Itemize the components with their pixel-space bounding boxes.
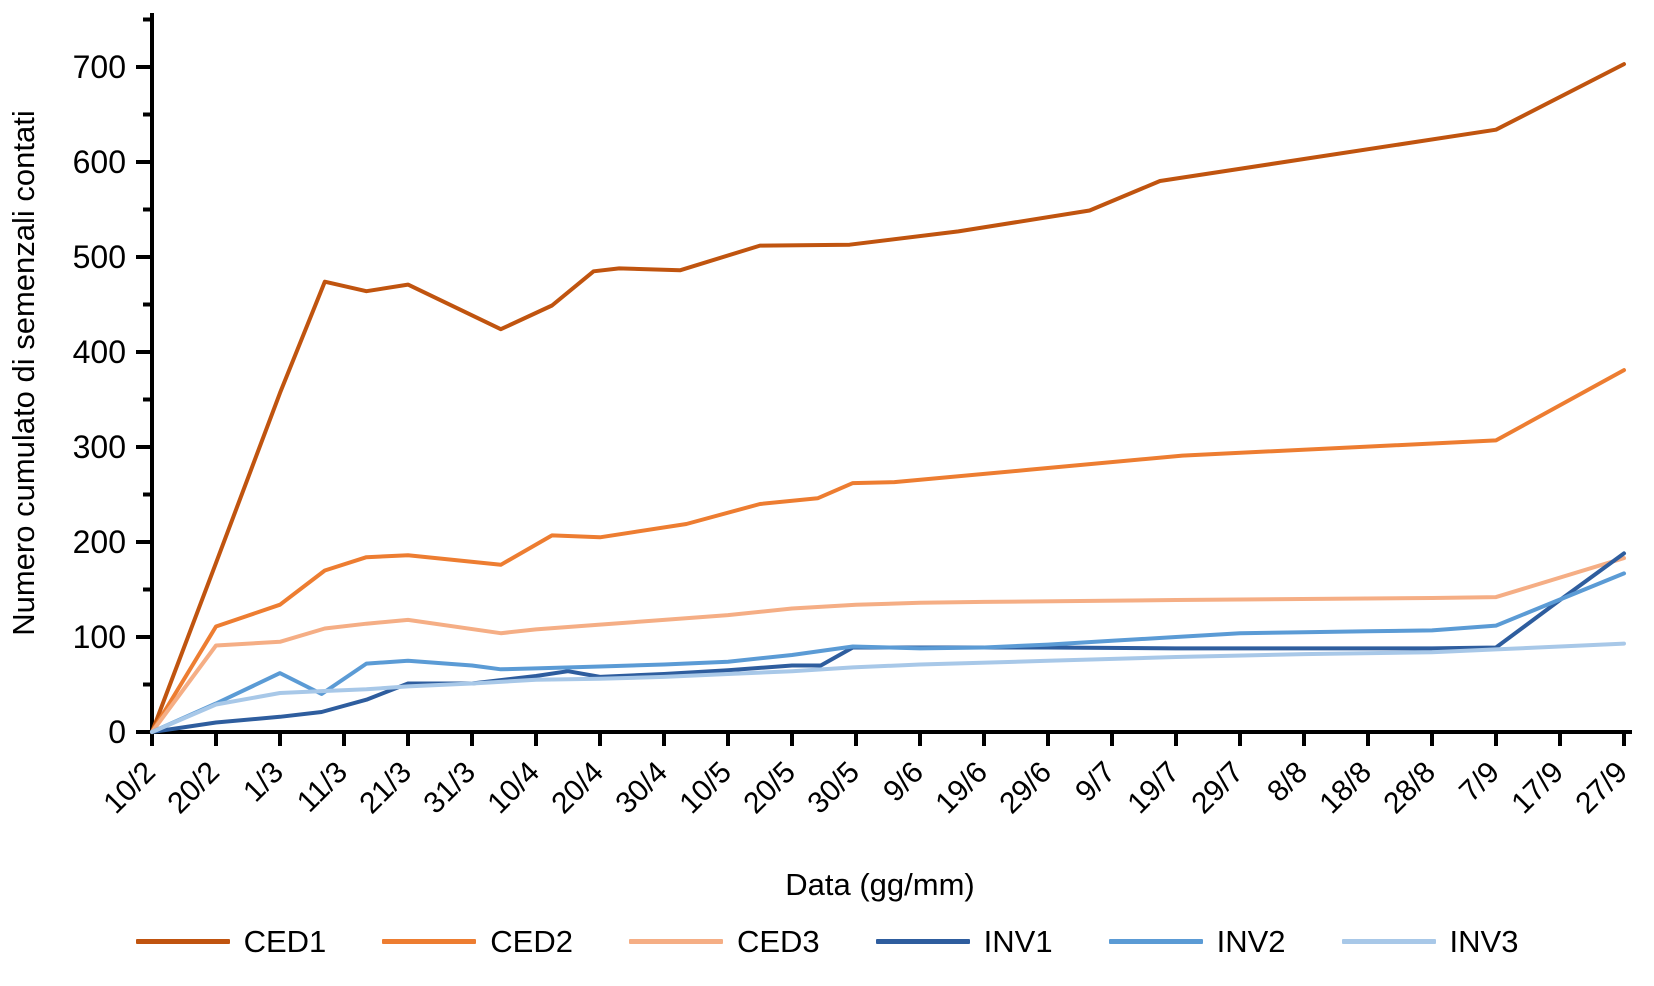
y-tick-label: 100 bbox=[73, 619, 126, 655]
legend-swatch-CED3 bbox=[628, 939, 723, 944]
series-line-CED3 bbox=[150, 556, 1626, 734]
x-tick-label: 20/2 bbox=[161, 756, 226, 821]
y-tick-label: 600 bbox=[73, 144, 126, 180]
legend-item-INV2: INV2 bbox=[1108, 924, 1286, 959]
legend-swatch-INV1 bbox=[875, 939, 970, 944]
legend-swatch-INV3 bbox=[1341, 939, 1436, 944]
x-tick-label: 21/3 bbox=[353, 756, 418, 821]
y-tick-label: 500 bbox=[73, 239, 126, 275]
legend-label-INV1: INV1 bbox=[983, 924, 1053, 959]
x-tick-label: 30/5 bbox=[801, 756, 866, 821]
legend-item-INV3: INV3 bbox=[1341, 924, 1519, 959]
y-tick-label: 200 bbox=[73, 524, 126, 560]
y-axis-title: Numero cumulato di semenzali contati bbox=[6, 110, 41, 636]
x-tick-label: 31/3 bbox=[417, 756, 482, 821]
legend-swatch-CED1 bbox=[135, 939, 230, 944]
series-line-CED2 bbox=[150, 368, 1626, 734]
legend-item-CED2: CED2 bbox=[382, 926, 573, 957]
x-tick-label: 11/3 bbox=[291, 756, 354, 819]
x-tick-label: 29/6 bbox=[993, 756, 1058, 821]
series-line-CED1 bbox=[150, 62, 1626, 734]
legend-label-INV2: INV2 bbox=[1216, 924, 1286, 959]
legend-label-INV3: INV3 bbox=[1449, 924, 1519, 959]
x-tick-label: 27/9 bbox=[1569, 756, 1634, 821]
x-tick-label: 9/6 bbox=[877, 756, 930, 809]
y-tick-label: 300 bbox=[73, 429, 126, 465]
x-axis-title: Data (gg/mm) bbox=[785, 867, 974, 902]
x-tick-label: 8/8 bbox=[1261, 756, 1314, 809]
x-tick-label: 7/9 bbox=[1453, 756, 1506, 809]
legend-swatch-INV2 bbox=[1108, 939, 1203, 944]
x-tick-label: 30/4 bbox=[609, 756, 674, 821]
chart-legend: CED1 CED2 CED3 INV1 INV2 INV3 bbox=[0, 926, 1654, 957]
x-tick-label: 20/5 bbox=[737, 756, 802, 821]
x-tick-label: 28/8 bbox=[1377, 756, 1442, 821]
x-tick-label: 18/8 bbox=[1313, 756, 1378, 821]
x-tick-label: 29/7 bbox=[1185, 756, 1250, 821]
x-tick-label: 19/6 bbox=[929, 756, 994, 821]
x-tick-label: 10/5 bbox=[673, 756, 738, 821]
series-line-INV1 bbox=[150, 551, 1626, 734]
legend-label-CED2: CED2 bbox=[490, 924, 573, 959]
x-tick-label: 10/2 bbox=[97, 756, 162, 821]
x-tick-label: 1/3 bbox=[237, 756, 290, 809]
x-tick-label: 20/4 bbox=[545, 756, 610, 821]
legend-item-CED1: CED1 bbox=[135, 924, 327, 959]
x-tick-label: 10/4 bbox=[481, 756, 546, 821]
legend-item-CED3: CED3 bbox=[628, 924, 820, 959]
y-tick-label: 700 bbox=[73, 49, 126, 85]
legend-label-CED1: CED1 bbox=[243, 924, 327, 959]
legend-label-CED3: CED3 bbox=[736, 924, 820, 959]
legend-item-INV1: INV1 bbox=[875, 924, 1053, 959]
series-line-INV2 bbox=[150, 571, 1626, 734]
series-line-INV3 bbox=[150, 641, 1626, 734]
x-tick-label: 9/7 bbox=[1069, 756, 1122, 809]
y-tick-label: 400 bbox=[73, 334, 126, 370]
x-tick-label: 19/7 bbox=[1121, 756, 1186, 821]
x-tick-label: 17/9 bbox=[1505, 756, 1570, 821]
legend-swatch-CED2 bbox=[382, 939, 477, 944]
y-tick-label: 0 bbox=[108, 714, 126, 750]
